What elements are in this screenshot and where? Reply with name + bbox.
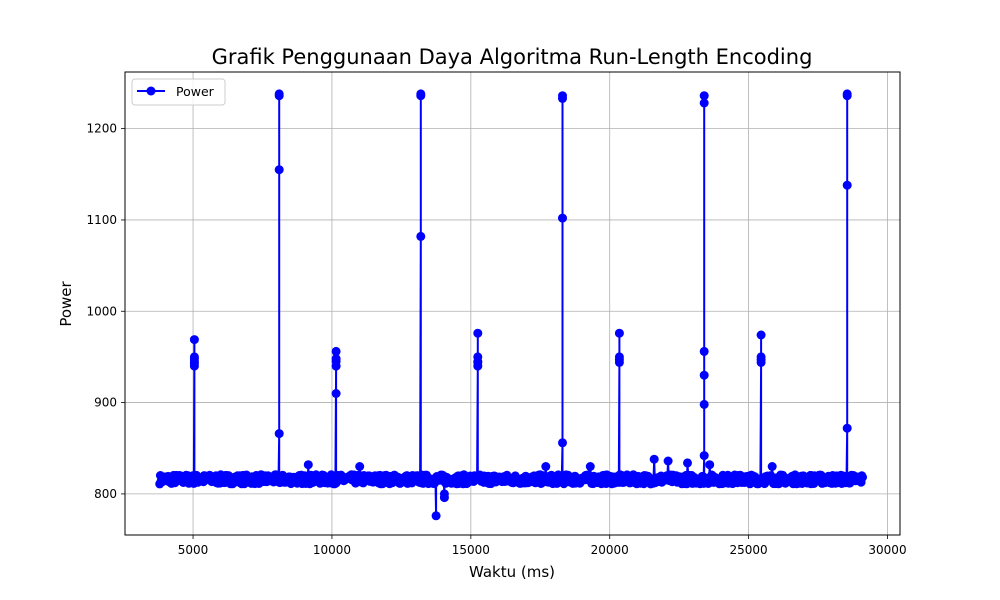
data-point (439, 489, 449, 499)
data-point (614, 355, 624, 365)
data-point (331, 357, 341, 366)
data-point (473, 328, 483, 338)
legend-box (131, 78, 226, 106)
data-point (699, 91, 709, 101)
data-point (842, 91, 852, 101)
data-point (558, 213, 567, 223)
y-axis-label: Power (57, 280, 75, 326)
data-point (274, 91, 284, 101)
data-point (303, 460, 313, 470)
y-tick-label: 900 (94, 396, 117, 410)
data-point (274, 165, 284, 175)
y-tick-label: 1200 (86, 122, 117, 136)
data-point (585, 462, 595, 471)
data-point (473, 357, 483, 367)
data-point (355, 462, 365, 471)
data-point (683, 458, 692, 468)
axis-ticks: 5000 10000 15000 20000 25000 30000 800 900 1000 1… (86, 122, 906, 557)
y-tick-label: 1100 (86, 213, 117, 227)
data-point (331, 389, 341, 398)
data-point (614, 328, 624, 338)
legend-label-power: Power (176, 84, 215, 99)
data-point (649, 454, 659, 464)
data-point (558, 438, 567, 448)
x-tick-label: 10000 (313, 543, 351, 557)
data-point (705, 460, 715, 470)
x-tick-label: 25000 (730, 543, 768, 557)
data-point (189, 358, 199, 368)
data-point (416, 231, 426, 241)
data-point (756, 330, 766, 340)
data-point (858, 472, 867, 482)
data-point (699, 346, 709, 356)
data-point (331, 346, 341, 356)
data-point (842, 180, 852, 190)
x-tick-label: 15000 (452, 543, 490, 557)
data-point (756, 355, 766, 365)
plot-area (155, 89, 867, 521)
y-tick-label: 800 (94, 487, 117, 501)
x-axis-label: Waktu (ms) (469, 563, 555, 581)
data-point (699, 370, 709, 380)
data-point (699, 451, 709, 461)
x-tick-label: 20000 (591, 543, 629, 557)
data-point (274, 429, 284, 439)
data-point (767, 462, 777, 471)
data-point (842, 423, 852, 433)
data-point (699, 98, 709, 108)
plot-frame (124, 71, 901, 536)
chart-title: Grafik Penggunaan Daya Algoritma Run-Len… (212, 45, 813, 69)
grid-lines (125, 72, 900, 535)
data-point (663, 456, 673, 466)
data-point (541, 462, 551, 471)
data-point (558, 94, 567, 103)
data-point (431, 511, 441, 521)
data-point (416, 91, 426, 101)
legend: Power (131, 78, 226, 106)
data-point (189, 335, 199, 345)
y-tick-label: 1000 (86, 304, 117, 318)
x-tick-label: 5000 (178, 543, 209, 557)
legend-marker-swatch (146, 86, 156, 96)
x-tick-label: 30000 (868, 543, 906, 557)
data-point (699, 399, 709, 409)
series-line-power (158, 92, 864, 517)
